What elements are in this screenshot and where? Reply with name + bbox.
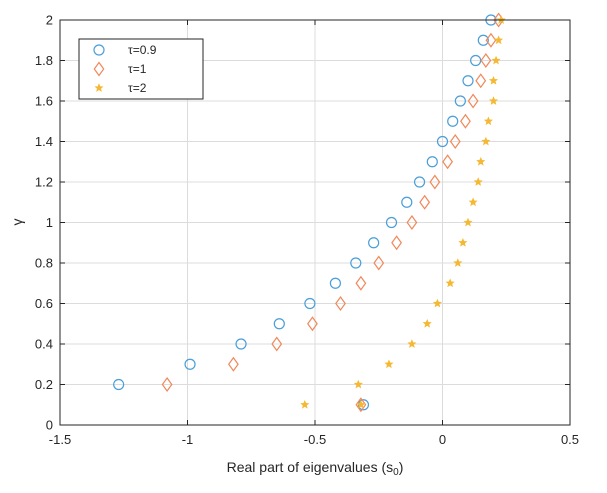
data-point (413, 176, 426, 188)
x-tick-label: 0.5 (561, 432, 579, 447)
data-point (483, 116, 493, 126)
data-point (355, 275, 367, 291)
data-point (385, 216, 398, 229)
legend-marker (93, 44, 105, 56)
data-point (353, 379, 363, 389)
ticks: -1.5 -1 -0.5 0 0.5 0 0.2 0.4 0.6 0.8 1 1.2 1.4 1.6 1.8… (35, 13, 579, 448)
y-tick-label: 1.6 (35, 94, 53, 109)
data-point (391, 235, 403, 251)
data-point (460, 113, 471, 129)
y-tick-label: 0.8 (35, 256, 53, 271)
y-tick-label: 0.2 (35, 377, 53, 392)
series-star (300, 15, 506, 409)
data-point (368, 237, 380, 249)
data-point (488, 75, 499, 85)
data-point (494, 35, 504, 45)
x-axis-label: Real part of eigenvalues (s0) (227, 459, 404, 478)
series-layer (113, 12, 506, 413)
y-tick-label: 0 (46, 418, 53, 433)
data-point (454, 95, 466, 107)
data-point (467, 93, 479, 109)
data-point (235, 338, 247, 350)
data-point (373, 255, 385, 271)
data-point (422, 318, 432, 328)
data-point (307, 316, 318, 332)
data-point (468, 197, 478, 207)
data-point (227, 356, 239, 372)
data-point (184, 358, 196, 370)
x-tick-label: -1.5 (49, 432, 71, 447)
data-point (473, 177, 483, 186)
data-point (449, 133, 461, 150)
y-tick-label: 0.4 (35, 337, 53, 352)
data-point (419, 194, 431, 210)
data-point (458, 237, 468, 247)
data-point (429, 174, 441, 190)
legend: τ=0.9 τ=1 τ=2 (78, 38, 204, 100)
legend-marker (93, 61, 105, 77)
data-point (445, 278, 455, 288)
data-point (488, 96, 499, 105)
data-point (355, 397, 367, 413)
data-point (271, 336, 283, 352)
legend-label: τ=2 (128, 81, 147, 95)
y-tick-label: 0.6 (35, 296, 53, 311)
data-point (407, 339, 417, 348)
data-point (384, 359, 394, 369)
data-point (477, 34, 489, 46)
y-tick-label: 1.8 (35, 53, 53, 68)
data-point (304, 297, 316, 310)
data-point (476, 156, 486, 166)
data-point (113, 378, 125, 391)
data-point (463, 217, 473, 227)
data-point (401, 196, 413, 208)
data-point (491, 55, 501, 65)
data-point (432, 298, 442, 308)
data-point (447, 115, 459, 127)
legend-label: τ=0.9 (128, 43, 157, 57)
data-point (462, 75, 474, 87)
y-tick-label: 2 (46, 13, 53, 28)
data-point (480, 52, 492, 69)
data-point (442, 154, 454, 170)
x-tick-label: -0.5 (304, 432, 326, 447)
x-tick-label: 0 (439, 432, 446, 447)
data-point (453, 258, 463, 267)
data-point (485, 32, 497, 48)
series-circle (113, 14, 497, 411)
data-point (426, 156, 438, 168)
y-axis-label: γ (9, 219, 25, 226)
data-point (436, 135, 449, 148)
x-axis-label-subscript: 0 (393, 467, 399, 478)
data-point (406, 214, 418, 231)
series-diamond (161, 12, 505, 413)
data-point (300, 399, 310, 409)
y-tick-label: 1.4 (35, 134, 53, 149)
legend-marker (94, 83, 104, 92)
data-point (481, 136, 491, 146)
x-tick-label: -1 (182, 432, 194, 447)
data-point (356, 399, 366, 409)
data-point (161, 376, 173, 393)
y-tick-label: 1.2 (35, 175, 53, 190)
data-point (475, 73, 487, 89)
data-point (329, 277, 341, 289)
legend-label: τ=1 (128, 62, 147, 76)
y-tick-label: 1 (46, 215, 53, 230)
data-point (350, 257, 362, 269)
data-point (273, 318, 285, 330)
data-point (335, 295, 346, 312)
